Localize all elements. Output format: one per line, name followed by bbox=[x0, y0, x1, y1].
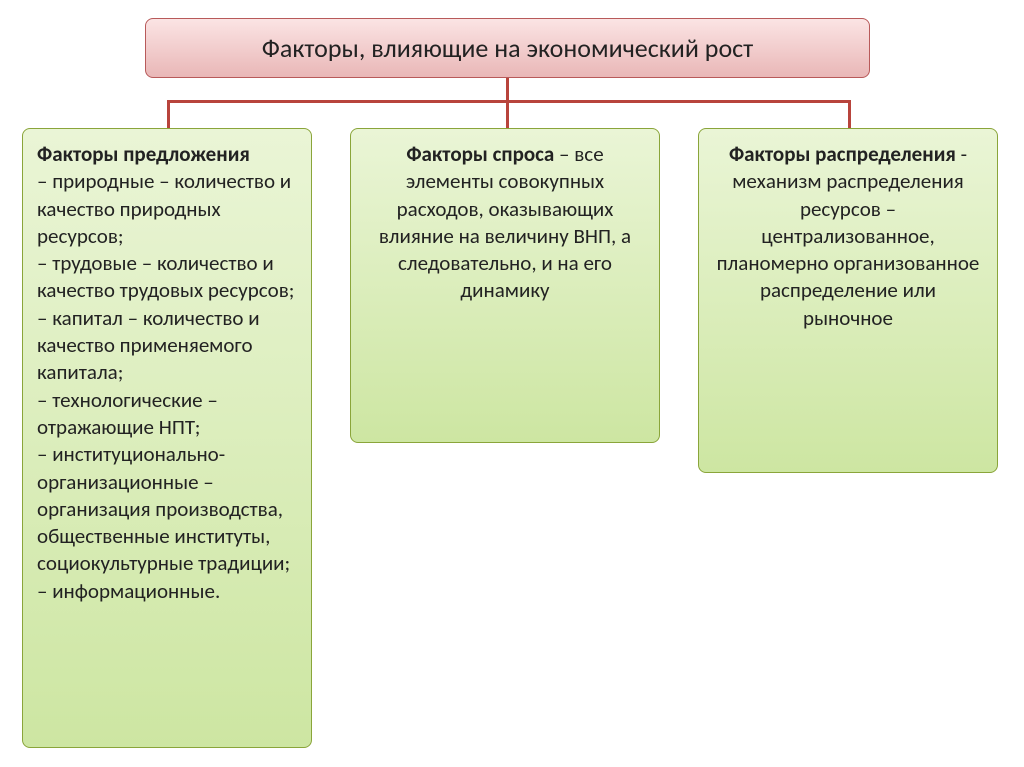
connector-drop-1 bbox=[506, 100, 509, 128]
factors-distribution-title: Факторы распределения bbox=[729, 141, 956, 167]
factors-distribution-box: Факторы распределения - механизм распред… bbox=[698, 128, 998, 473]
title-text: Факторы, влияющие на экономический рост bbox=[262, 32, 753, 64]
factors-distribution-body: - механизм распределения ресурсов – цент… bbox=[717, 141, 980, 331]
factors-supply-title: Факторы предложения bbox=[37, 141, 250, 167]
factors-supply-line: – капитал – количество и качество примен… bbox=[37, 305, 297, 387]
factors-supply-body: – природные – количество и качество прир… bbox=[37, 168, 297, 605]
factors-supply-line: – трудовые – количество и качество трудо… bbox=[37, 250, 297, 305]
connector-main bbox=[506, 78, 509, 100]
title-box: Факторы, влияющие на экономический рост bbox=[145, 18, 870, 78]
factors-supply-line: – информационные. bbox=[37, 578, 297, 605]
factors-supply-line: – институционально-организационные – орг… bbox=[37, 441, 297, 577]
connector-drop-2 bbox=[848, 100, 851, 128]
factors-supply-line: – природные – количество и качество прир… bbox=[37, 168, 297, 250]
factors-demand-title: Факторы спроса bbox=[406, 141, 554, 167]
factors-supply-line: – технологические – отражающие НПТ; bbox=[37, 387, 297, 442]
connector-drop-0 bbox=[167, 100, 170, 128]
factors-demand-box: Факторы спроса – все элементы совокупных… bbox=[350, 128, 660, 443]
factors-supply-box: Факторы предложения – природные – количе… bbox=[22, 128, 312, 748]
connector-horizontal bbox=[167, 100, 851, 103]
